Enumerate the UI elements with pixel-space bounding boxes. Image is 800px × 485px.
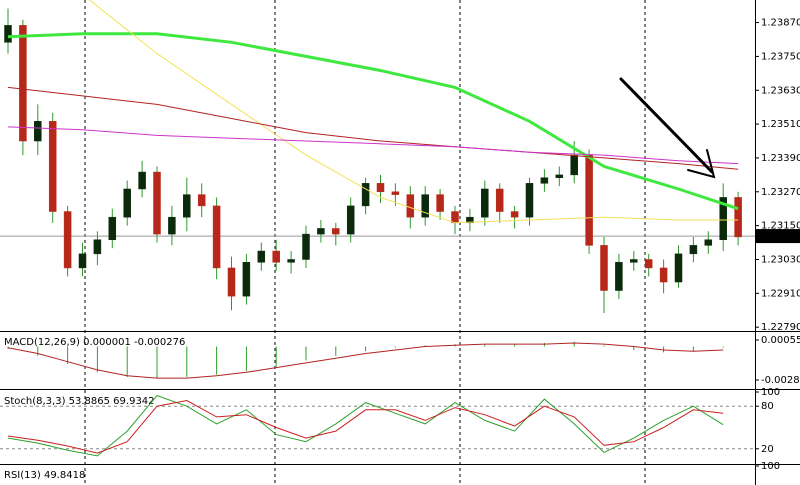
candle-body — [153, 171, 161, 235]
y-tick-label: 1.23510 — [761, 119, 800, 130]
candle-body — [361, 183, 370, 207]
candle-body — [302, 233, 310, 260]
candle-body — [63, 211, 72, 269]
candle-body — [138, 171, 146, 190]
last-price-box — [756, 229, 800, 244]
indicator-line — [88, 0, 739, 224]
candle-body — [183, 194, 191, 218]
panel-title: MACD(12,26,9) 0.000001 -0.000276 — [4, 337, 185, 348]
candle-body — [272, 250, 280, 263]
candle-body — [317, 228, 325, 235]
candle-body — [108, 216, 117, 240]
candle-body — [391, 191, 400, 195]
indicator-line — [7, 395, 724, 457]
annotation-arrow — [619, 77, 716, 179]
y-tick-label: 20 — [761, 444, 774, 455]
y-tick-label: 80 — [761, 401, 774, 412]
y-tick-label: 1.22790 — [761, 322, 800, 333]
candle-body — [168, 216, 176, 235]
candle-body — [376, 183, 385, 193]
y-tick-label: 0.000553 — [761, 335, 800, 346]
candle-body — [48, 121, 57, 212]
candle-body — [630, 259, 638, 263]
indicator-line — [7, 342, 724, 379]
candle-body — [644, 259, 653, 269]
candle-body — [600, 245, 608, 291]
y-tick-label: 100 — [761, 461, 780, 472]
candle-body — [674, 253, 683, 283]
candle-body — [242, 262, 251, 297]
candle-body — [332, 228, 340, 235]
candle-body — [123, 188, 131, 218]
candle-body — [525, 183, 534, 218]
last-price-label: 1.23113 — [759, 231, 800, 242]
candle-body — [346, 205, 355, 235]
candle-body — [719, 197, 727, 240]
candle-body — [495, 188, 504, 212]
y-tick-label: 1.23870 — [761, 18, 800, 29]
candle-body — [704, 239, 713, 246]
y-tick-label: 100 — [761, 387, 780, 398]
indicator-line — [7, 126, 739, 165]
candle-body — [689, 245, 698, 255]
y-tick-label: 1.22910 — [761, 288, 800, 299]
y-tick-label: 1.23630 — [761, 85, 800, 96]
candle-body — [540, 177, 549, 184]
candle-body — [257, 250, 266, 263]
y-tick-label: 1.23390 — [761, 153, 800, 164]
arrow-head — [687, 149, 716, 179]
candle-body — [466, 216, 474, 224]
candle-body — [451, 211, 459, 224]
candle-body — [287, 259, 295, 263]
y-tick-label: -0.002858 — [761, 375, 800, 386]
candle-body — [227, 267, 236, 297]
candle-body — [734, 197, 742, 238]
candle-body — [481, 188, 489, 218]
y-tick-label: 1.23270 — [761, 187, 800, 198]
candle-body — [585, 154, 593, 246]
y-tick-label: 1.23030 — [761, 254, 800, 265]
candle-body — [659, 267, 668, 283]
candle-body — [93, 239, 102, 255]
indicator-line — [7, 399, 724, 454]
y-tick-label: 1.23750 — [761, 51, 800, 62]
arrow-shaft — [619, 77, 714, 174]
candle-body — [436, 194, 444, 212]
candle-body — [197, 194, 206, 207]
panel-title: RSI(13) 49.8418 — [4, 470, 85, 481]
candle-body — [34, 121, 42, 142]
candle-body — [510, 211, 519, 218]
candle-body — [4, 25, 12, 43]
indicator-line — [7, 86, 739, 170]
candle-body — [212, 205, 221, 269]
candle-body — [570, 154, 578, 176]
y-tick-label: 1.23150 — [761, 221, 800, 232]
candle-body — [19, 25, 27, 142]
time-grid — [84, 0, 646, 485]
candle-body — [615, 262, 623, 291]
candle-body — [555, 174, 564, 178]
candle-body — [421, 194, 429, 218]
candle-body — [406, 194, 415, 218]
candle-body — [78, 253, 87, 269]
panel-title: Stoch(8,3,3) 53.8865 69.9342 — [4, 396, 155, 407]
